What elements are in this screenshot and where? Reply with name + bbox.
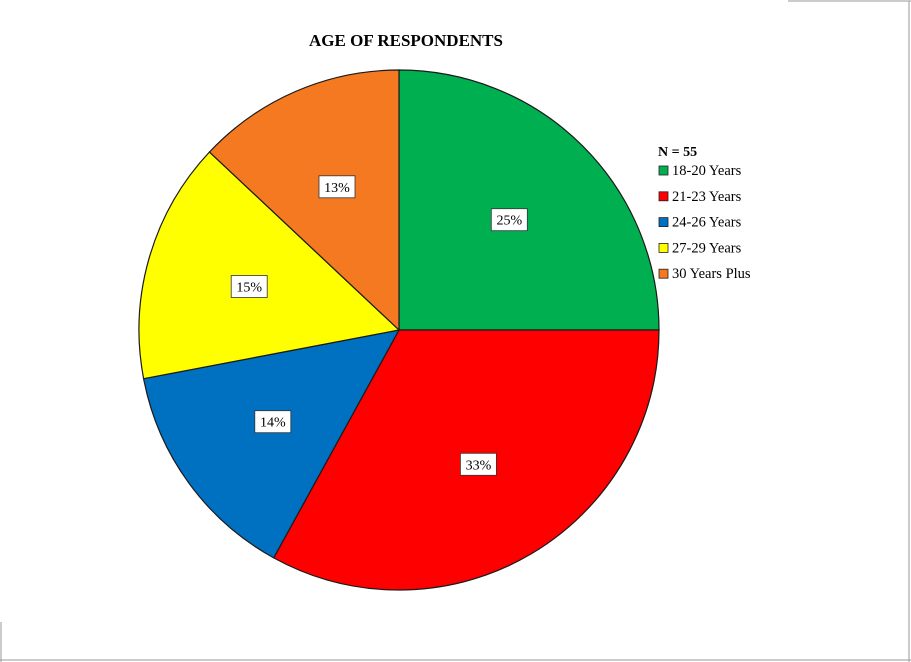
legend-item-18-20-years: 18-20 Years (658, 163, 742, 179)
legend-swatch (658, 217, 669, 228)
legend-label: 24-26 Years (672, 215, 742, 231)
data-label-box (318, 175, 356, 199)
data-label-text: 14% (260, 416, 286, 431)
data-label-30-years-plus: 13% (318, 175, 356, 199)
legend-swatch (658, 165, 669, 176)
pie-slice-24-26-years (142, 329, 401, 559)
legend-label: 18-20 Years (672, 163, 742, 179)
legend-item-27-29-years: 27-29 Years (658, 240, 742, 256)
legend-item-21-23-years: 21-23 Years (658, 189, 742, 205)
legend-swatch (658, 191, 669, 202)
pie-slice-27-29-years (138, 151, 401, 380)
pie-slice-18-20-years (398, 69, 660, 331)
data-label-text: 13% (324, 181, 350, 196)
legend-swatch (658, 268, 669, 279)
legend-label: 21-23 Years (672, 189, 742, 205)
pie (138, 69, 660, 591)
legend-swatch (658, 242, 669, 253)
legend-label: 30 Years Plus (672, 266, 751, 282)
data-label-box (230, 275, 268, 298)
data-labels: 25% 33% 14% 15% 13% (230, 175, 528, 476)
pie-slice-30-years-plus (208, 69, 400, 332)
data-label-box (459, 452, 497, 476)
data-label-21-23-years: 33% (459, 452, 497, 476)
data-label-text: 15% (236, 281, 262, 296)
data-label-text: 33% (466, 458, 492, 473)
legend-item-30-years-plus: 30 Years Plus (658, 266, 751, 282)
legend: N = 55 18-20 Years 21-23 Years 24-26 Years… (658, 145, 751, 282)
legend-header: N = 55 (658, 145, 697, 160)
data-label-24-26-years: 14% (254, 410, 292, 434)
legend-item-24-26-years: 24-26 Years (658, 215, 742, 231)
legend-label: 27-29 Years (672, 240, 742, 256)
data-label-18-20-years: 25% (490, 208, 528, 232)
data-label-box (490, 208, 528, 232)
data-label-text: 25% (496, 214, 522, 229)
data-label-box (254, 410, 292, 434)
data-label-27-29-years: 15% (230, 275, 268, 298)
chart-title: AGE OF RESPONDENTS (309, 31, 503, 50)
